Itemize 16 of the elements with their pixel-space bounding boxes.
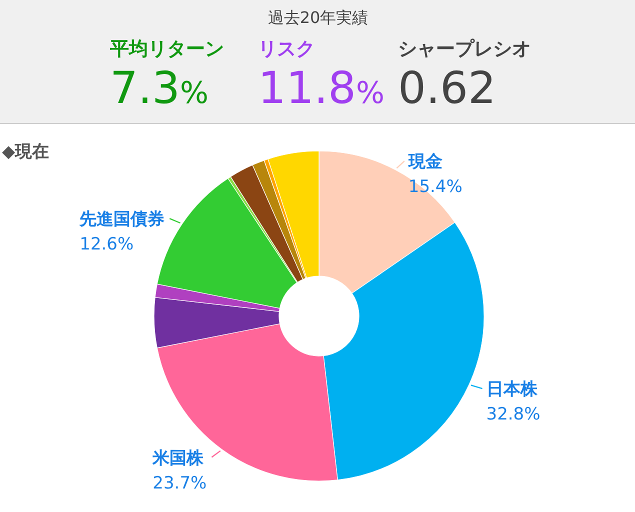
data-label: 32.8% [486, 404, 540, 425]
text: 平均リターン [109, 38, 224, 60]
text: 11.8% [258, 63, 384, 114]
text: 過去20年実績 [268, 8, 368, 27]
text: リスク [258, 38, 315, 60]
text: 7.3% [110, 63, 208, 114]
chart-title: ◆現在 [2, 142, 50, 162]
data-label: 12.6% [80, 234, 134, 255]
slice-label: 現金 [407, 152, 442, 172]
slice-label: 日本株 [486, 380, 538, 400]
data-label: 23.7% [152, 473, 207, 494]
text: 0.62 [398, 63, 496, 114]
data-label: 15.4% [408, 177, 462, 198]
text: シャープレシオ [398, 38, 531, 60]
slice-label: 米国株 [152, 448, 205, 468]
slice-label: 先進国債券 [78, 210, 165, 230]
